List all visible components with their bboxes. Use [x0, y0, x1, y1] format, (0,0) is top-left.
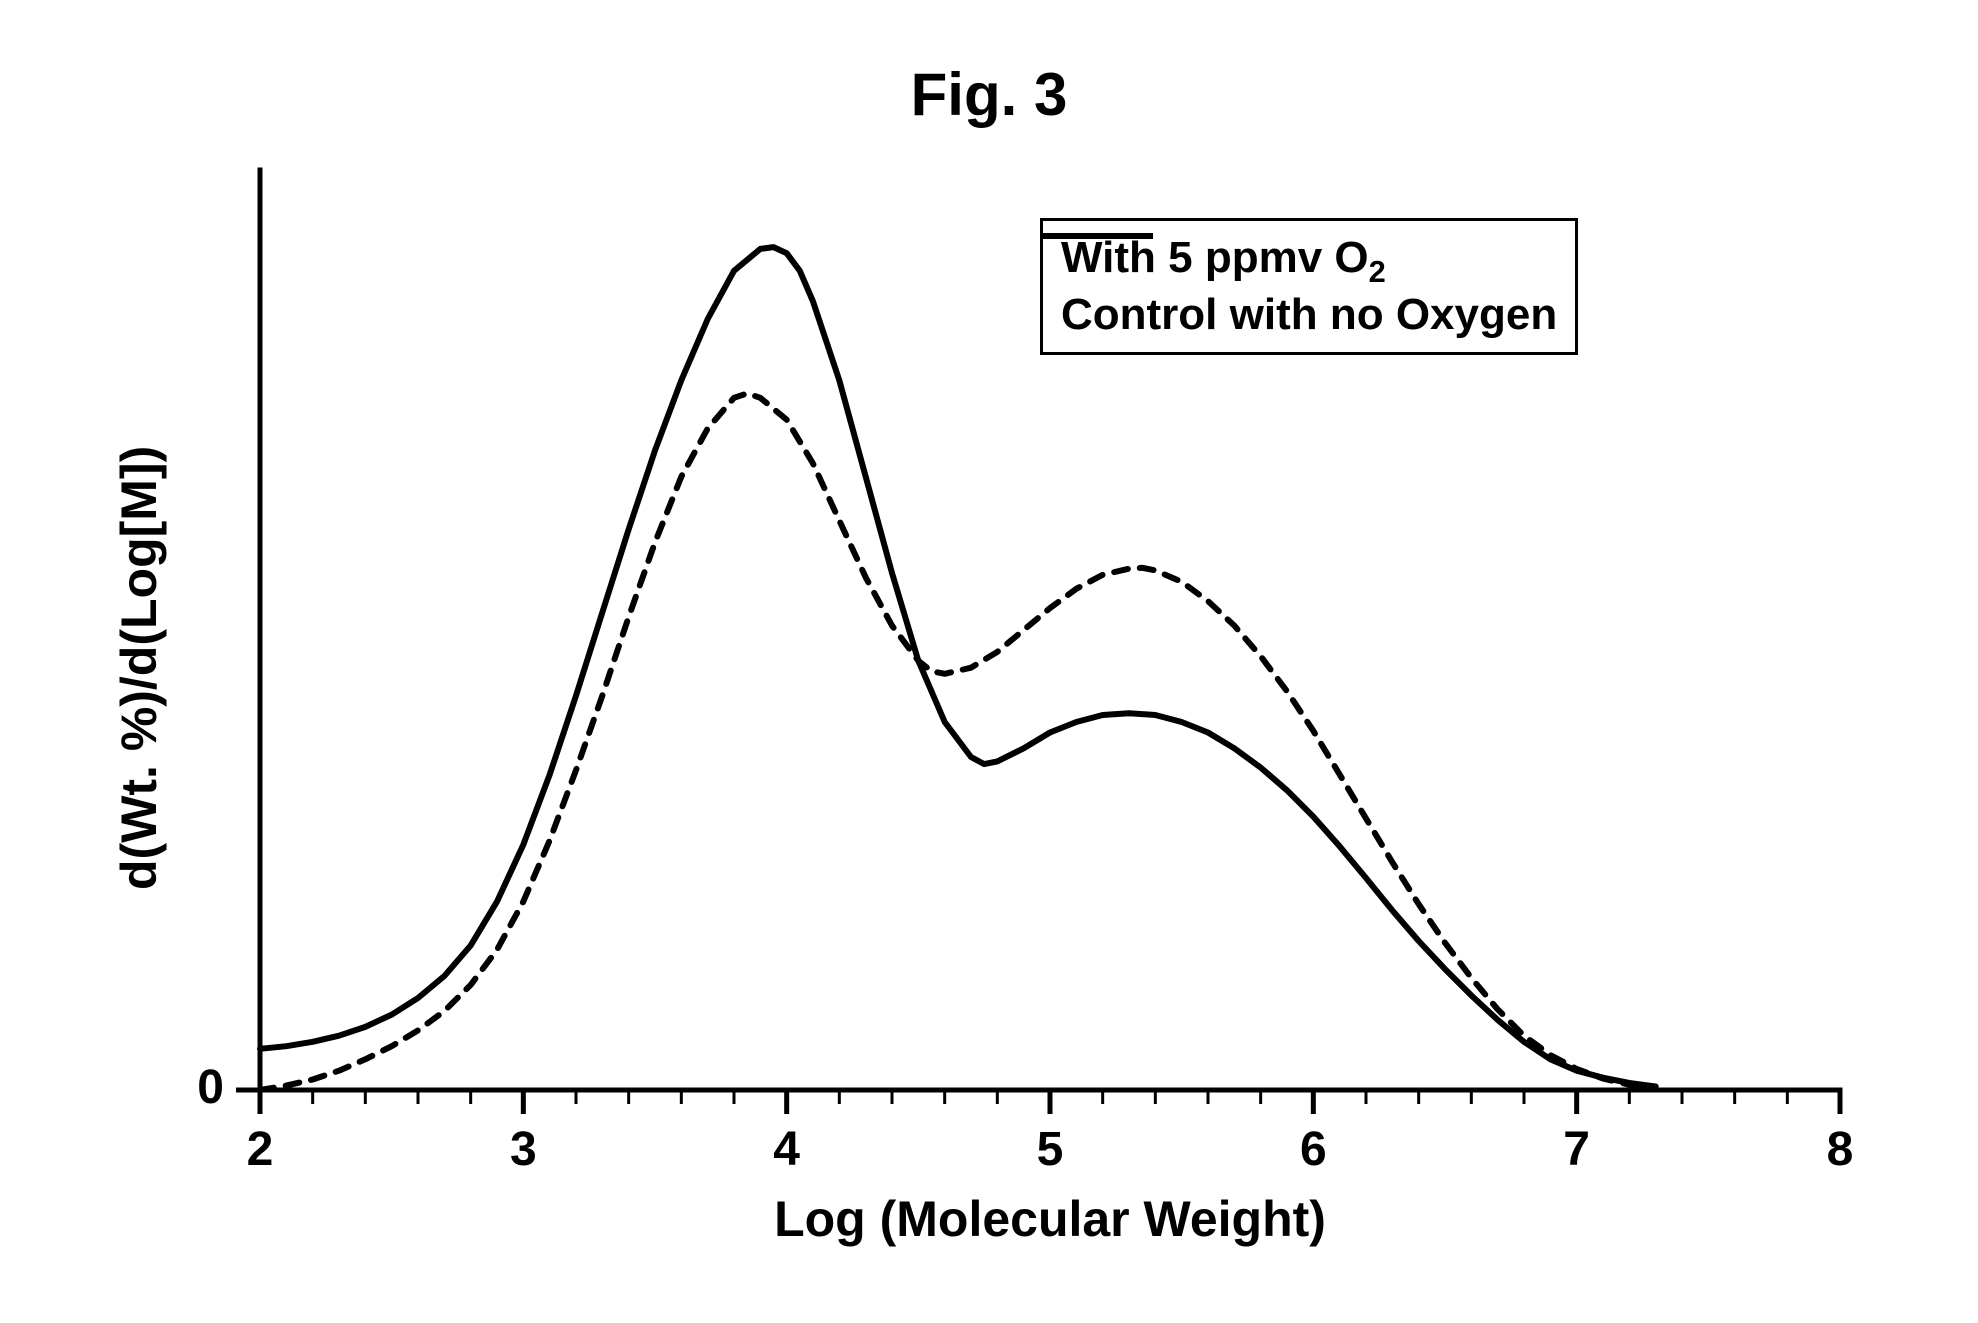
x-tick-label: 7	[1547, 1122, 1607, 1177]
x-tick-label: 6	[1283, 1122, 1343, 1177]
legend-box: With 5 ppmv O2Control with no Oxygen	[1040, 218, 1578, 355]
plot-svg	[0, 0, 1978, 1323]
series-with-5ppmv-o2	[260, 247, 1656, 1086]
x-tick-label: 2	[230, 1122, 290, 1177]
legend-row-control-no-oxygen: Control with no Oxygen	[1061, 290, 1557, 340]
chart-container: { "title": "Fig. 3", "title_fontsize": 6…	[0, 0, 1978, 1323]
y-tick-label: 0	[197, 1060, 224, 1115]
x-tick-label: 8	[1810, 1122, 1870, 1177]
x-tick-label: 4	[757, 1122, 817, 1177]
x-tick-label: 3	[493, 1122, 553, 1177]
x-tick-label: 5	[1020, 1122, 1080, 1177]
legend-label-control-no-oxygen: Control with no Oxygen	[1061, 290, 1557, 340]
legend-swatch-control-no-oxygen	[1043, 221, 1153, 251]
